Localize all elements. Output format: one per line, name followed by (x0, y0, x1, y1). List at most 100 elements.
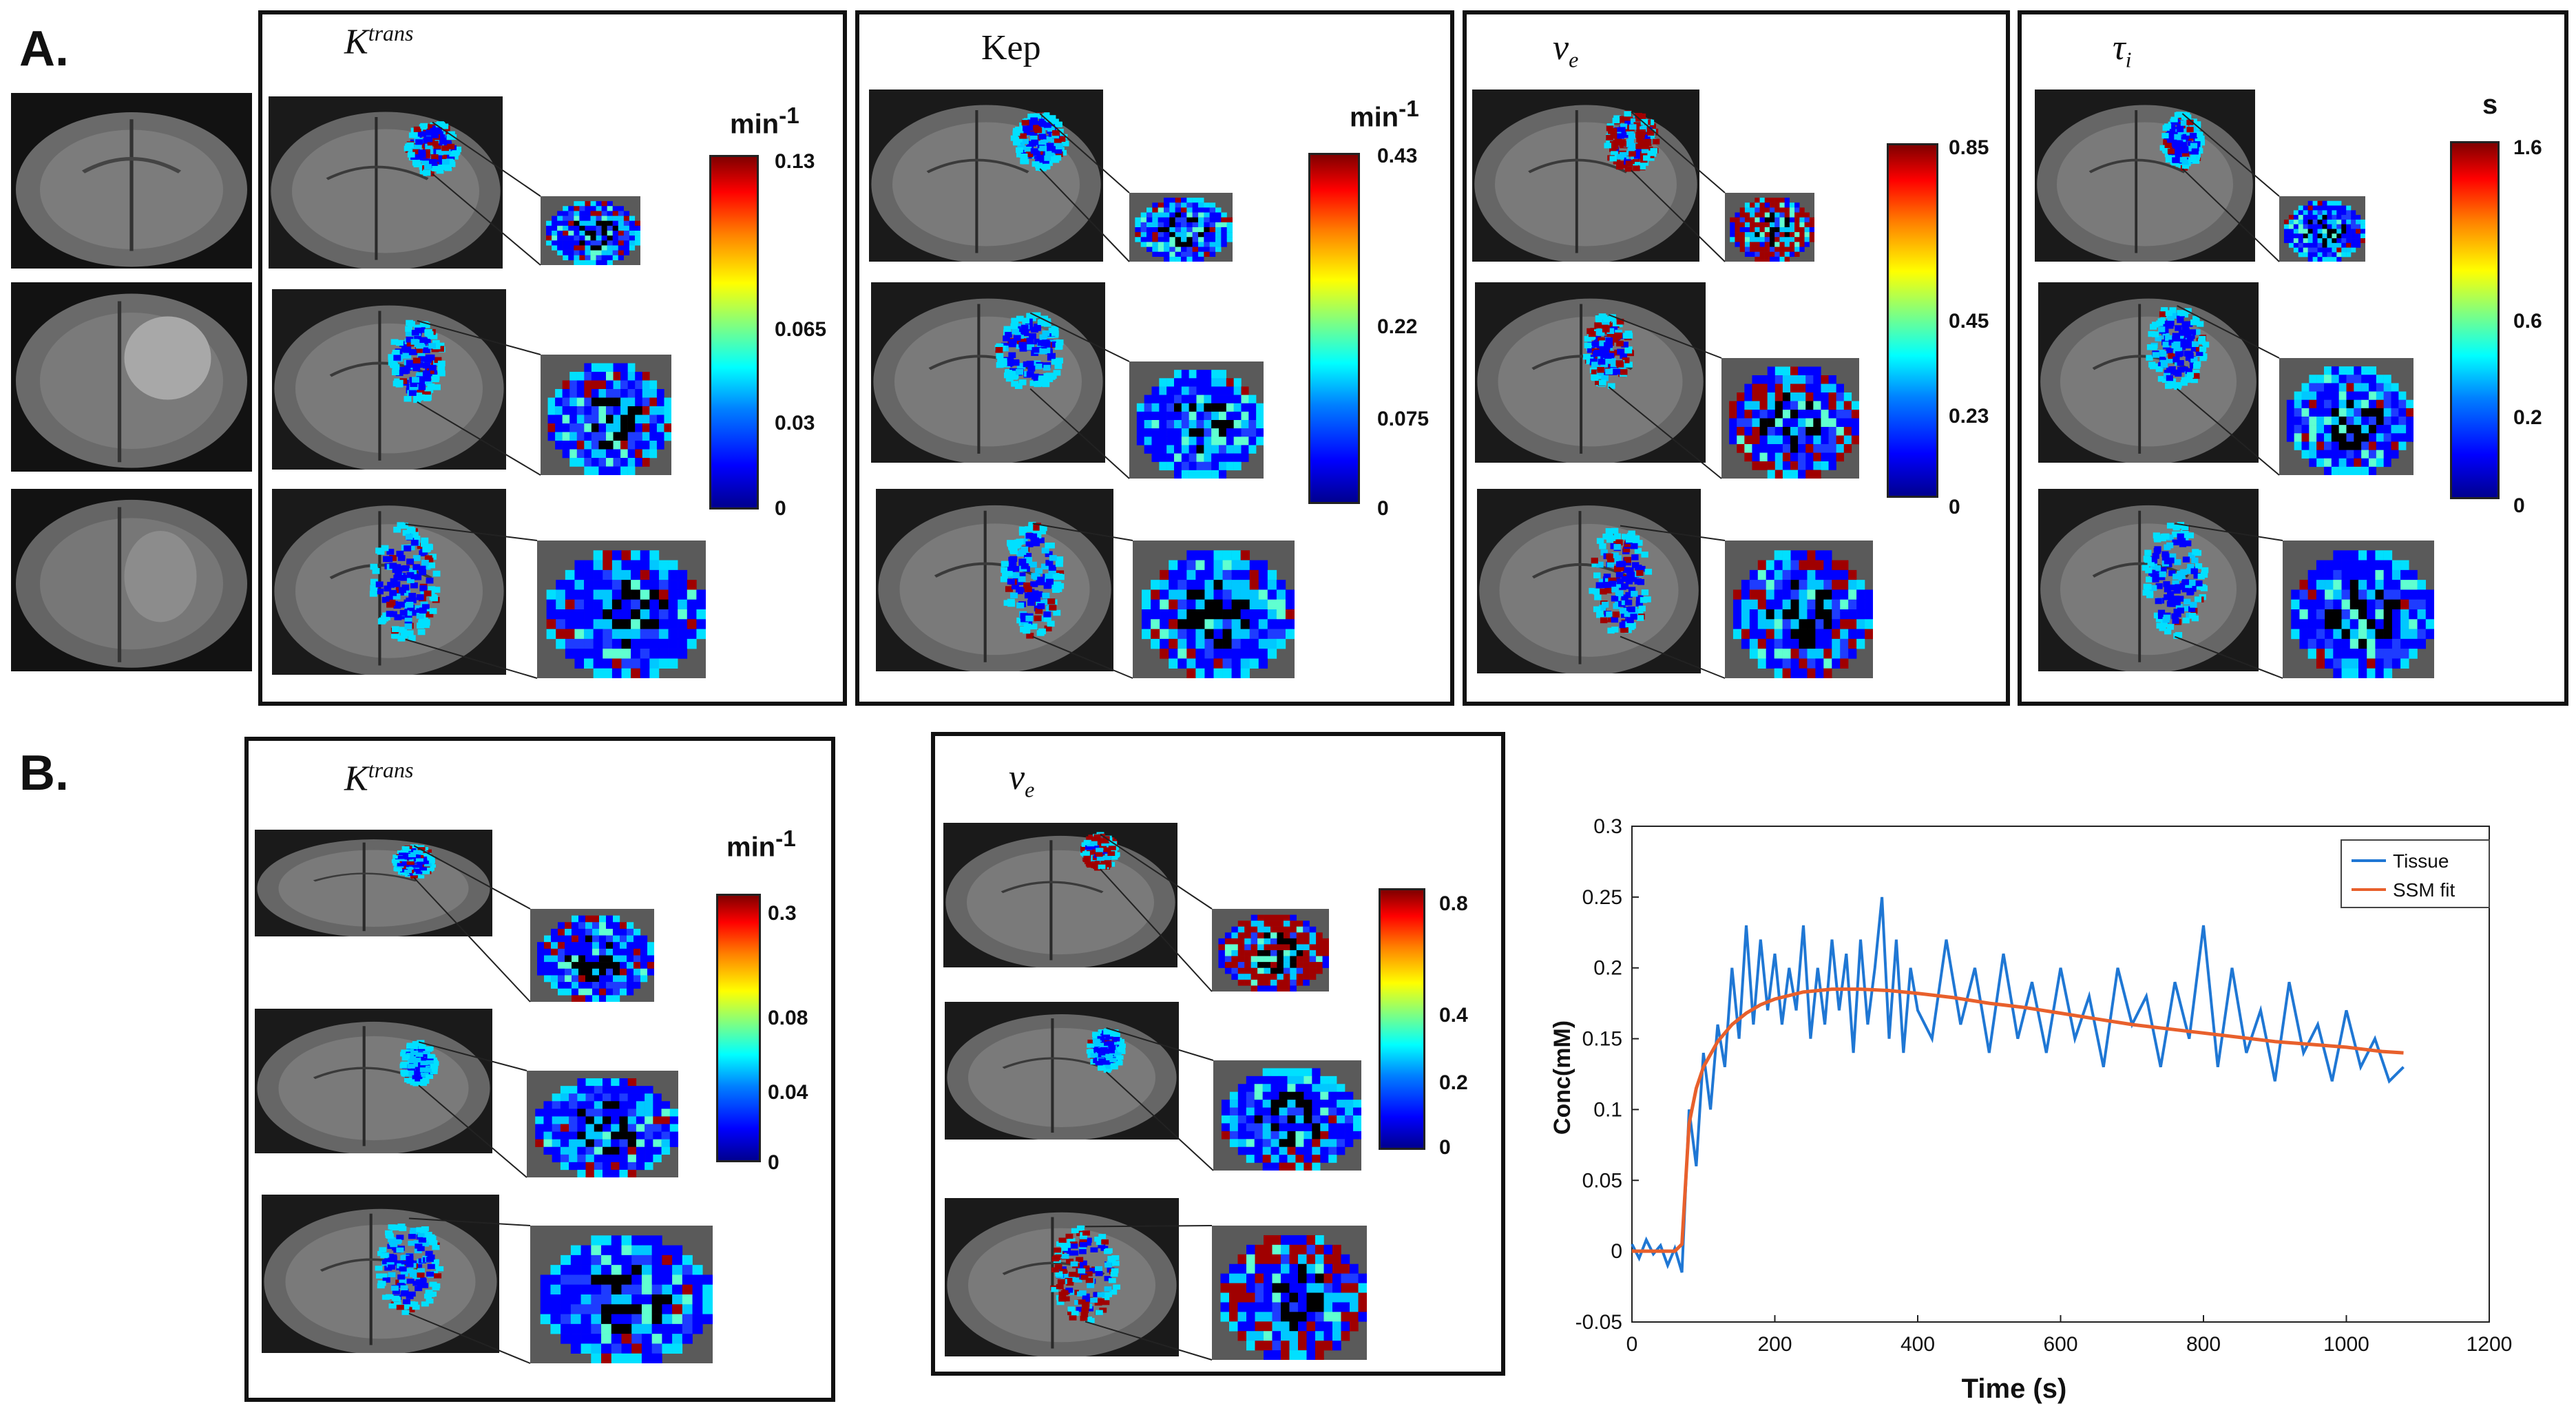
x-tick-label: 600 (2043, 1333, 2077, 1356)
panel-b-ktrans-tick: 0.08 (768, 1007, 808, 1029)
panel-a-kep-tick: 0 (1377, 497, 1389, 520)
panel-a-tau-unit: s (2482, 90, 2498, 120)
tumor-zoom-inset (1725, 193, 1814, 262)
panel-a-ve-tick: 0.45 (1949, 310, 1989, 333)
parameter-map-thumbnail (2035, 90, 2255, 262)
parameter-map-thumbnail (262, 1195, 499, 1353)
panel-a-kep-tick: 0.22 (1377, 315, 1418, 338)
tumor-zoom-inset (541, 196, 640, 265)
panel-a-kep-tick: 0.075 (1377, 408, 1430, 430)
concentration-chart: 0 200 400 600 800 1000 1200-0.0500.050.10.150.… (1549, 815, 2513, 1404)
tumor-zoom-inset (1212, 909, 1329, 991)
panel-b-ve-title: ve (1009, 758, 1035, 802)
panel-b-ktrans-title: Ktrans (344, 757, 414, 799)
chart-legend: Tissue SSM fit (2341, 839, 2490, 908)
tumor-zoom-inset (2283, 541, 2434, 678)
panel-a-kep-unit: min-1 (1350, 96, 1419, 133)
panel-a-ve-tick: 0 (1949, 496, 1960, 518)
panel-a-ve-tick: 0.85 (1949, 136, 1989, 159)
panel-a-ktrans-tick: 0.03 (775, 412, 815, 434)
y-tick-label: 0.25 (1582, 886, 1622, 909)
panel-a-tau-tick: 0.6 (2513, 310, 2542, 333)
x-tick-label: 1000 (2323, 1333, 2369, 1356)
panel-b-ve-colorbar (1379, 888, 1425, 1150)
x-tick-label: 200 (1757, 1333, 1792, 1356)
panel-a-ve-tick: 0.23 (1949, 405, 1989, 428)
panel-a-ktrans-colorbar (709, 155, 759, 510)
panel-a-kep-title: Kep (981, 28, 1041, 67)
tumor-zoom-inset (1212, 1226, 1367, 1360)
series-ssm-fit (1632, 987, 2404, 1253)
panel-a-kep-colorbar (1308, 153, 1360, 504)
panel-b-ve-tick: 0.4 (1439, 1004, 1468, 1027)
y-axis-label: Conc(mM) (1549, 1020, 1575, 1135)
panel-b-ktrans-tick: 0.04 (768, 1081, 808, 1104)
tumor-zoom-inset (2279, 358, 2413, 475)
tumor-zoom-inset (1133, 541, 1295, 678)
panel-a-ktrans-tick: 0.065 (775, 318, 827, 341)
section-a-label: A. (19, 21, 69, 76)
panel-a-tau-tick: 0 (2513, 494, 2525, 517)
panel-b-ktrans-tick: 0 (768, 1151, 779, 1174)
parameter-map-thumbnail (272, 289, 506, 470)
parameter-map-thumbnail (2038, 489, 2259, 671)
panel-a-ktrans-tick: 0 (775, 497, 786, 520)
parameter-map-thumbnail (945, 1002, 1179, 1140)
tumor-zoom-inset (1213, 1060, 1361, 1171)
panel-b-ktrans-tick: 0.3 (768, 902, 797, 925)
x-tick-label: 1200 (2467, 1333, 2513, 1356)
tumor-zoom-inset (1721, 358, 1859, 479)
panel-b-ve-tick: 0.8 (1439, 892, 1468, 915)
panel-a-ktrans-unit: min-1 (730, 103, 799, 140)
plot-area (1631, 826, 2490, 1323)
tumor-zoom-inset (2279, 196, 2365, 262)
tumor-zoom-inset (530, 1226, 713, 1363)
x-tick-label: 400 (1900, 1333, 1935, 1356)
parameter-map-thumbnail (876, 489, 1113, 671)
mri-slice-2 (11, 282, 252, 472)
y-tick-label: 0 (1611, 1240, 1622, 1263)
y-tick-label: 0.15 (1582, 1028, 1622, 1051)
panel-b-ve-tick: 0 (1439, 1136, 1451, 1159)
legend-tissue: Tissue (2393, 850, 2449, 872)
parameter-map-thumbnail (869, 90, 1103, 262)
parameter-map-thumbnail (943, 823, 1177, 967)
parameter-map-thumbnail (945, 1198, 1179, 1356)
tumor-zoom-inset (1725, 541, 1873, 678)
parameter-map-thumbnail (272, 489, 506, 675)
panel-b-ktrans-unit: min-1 (726, 826, 796, 863)
tumor-zoom-inset (527, 1071, 678, 1177)
parameter-map-thumbnail (1477, 489, 1701, 673)
panel-a-ktrans-tick: 0.13 (775, 150, 815, 173)
tumor-zoom-inset (1129, 193, 1233, 262)
panel-a-tau-title: τi (2113, 28, 2132, 72)
panel-a-tau-tick: 0.2 (2513, 406, 2542, 429)
y-tick-label: 0.2 (1593, 957, 1622, 980)
tumor-zoom-inset (541, 355, 671, 475)
mri-slice-1 (11, 93, 252, 269)
parameter-map-thumbnail (1472, 90, 1699, 262)
parameter-map-thumbnail (871, 282, 1105, 463)
tumor-zoom-inset (537, 541, 706, 678)
panel-b-ktrans-colorbar (716, 894, 761, 1162)
panel-a-ve-title: ve (1553, 28, 1579, 72)
tumor-zoom-inset (1129, 361, 1264, 479)
x-axis-label: Time (s) (1962, 1374, 2067, 1404)
parameter-map-thumbnail (1475, 282, 1706, 463)
y-tick-label: 0.3 (1593, 815, 1622, 838)
panel-a-ktrans-title: Ktrans (344, 21, 414, 62)
y-tick-label: -0.05 (1575, 1311, 1622, 1334)
panel-b-ve-tick: 0.2 (1439, 1071, 1468, 1094)
section-b-label: B. (19, 746, 69, 801)
tumor-zoom-inset (530, 909, 654, 1002)
y-tick-label: 0.05 (1582, 1169, 1622, 1192)
y-tick-label: 0.1 (1593, 1098, 1622, 1121)
panel-a-tau-tick: 1.6 (2513, 136, 2542, 159)
parameter-map-thumbnail (2038, 282, 2259, 463)
x-tick-label: 0 (1626, 1333, 1638, 1356)
legend-ssm-fit: SSM fit (2393, 879, 2455, 901)
parameter-map-thumbnail (269, 96, 503, 269)
x-tick-label: 800 (2186, 1333, 2221, 1356)
parameter-map-thumbnail (255, 830, 492, 936)
panel-a-kep-tick: 0.43 (1377, 145, 1418, 167)
